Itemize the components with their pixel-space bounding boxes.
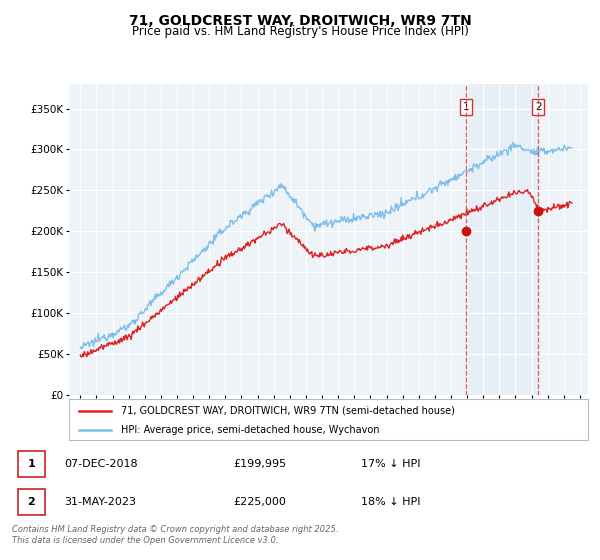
Text: 2: 2 bbox=[28, 497, 35, 507]
Text: 1: 1 bbox=[28, 459, 35, 469]
FancyBboxPatch shape bbox=[18, 489, 45, 515]
FancyBboxPatch shape bbox=[18, 451, 45, 477]
Text: £225,000: £225,000 bbox=[233, 497, 286, 507]
Text: 71, GOLDCREST WAY, DROITWICH, WR9 7TN (semi-detached house): 71, GOLDCREST WAY, DROITWICH, WR9 7TN (s… bbox=[121, 405, 455, 416]
Text: 71, GOLDCREST WAY, DROITWICH, WR9 7TN: 71, GOLDCREST WAY, DROITWICH, WR9 7TN bbox=[128, 14, 472, 28]
Text: HPI: Average price, semi-detached house, Wychavon: HPI: Average price, semi-detached house,… bbox=[121, 424, 379, 435]
Text: 07-DEC-2018: 07-DEC-2018 bbox=[64, 459, 138, 469]
Text: 17% ↓ HPI: 17% ↓ HPI bbox=[361, 459, 421, 469]
Text: 31-MAY-2023: 31-MAY-2023 bbox=[64, 497, 136, 507]
Text: 18% ↓ HPI: 18% ↓ HPI bbox=[361, 497, 421, 507]
Bar bbox=[466, 84, 538, 395]
Text: £199,995: £199,995 bbox=[233, 459, 286, 469]
Text: 1: 1 bbox=[463, 102, 469, 112]
Text: 2: 2 bbox=[535, 102, 542, 112]
Text: Price paid vs. HM Land Registry's House Price Index (HPI): Price paid vs. HM Land Registry's House … bbox=[131, 25, 469, 38]
Text: Contains HM Land Registry data © Crown copyright and database right 2025.
This d: Contains HM Land Registry data © Crown c… bbox=[12, 525, 338, 545]
